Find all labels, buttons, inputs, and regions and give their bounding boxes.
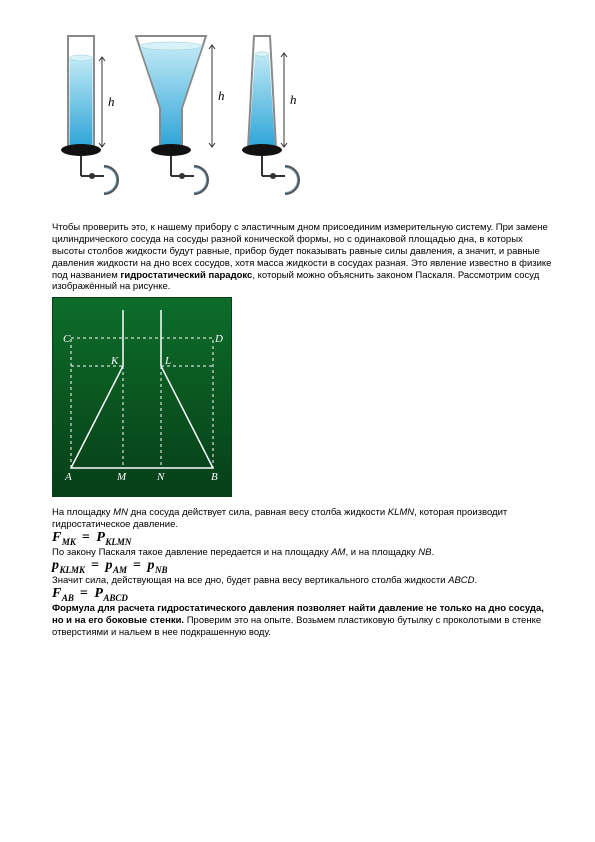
paragraph-1: Чтобы проверить это, к нашему прибору с … — [52, 222, 553, 293]
h-label-3: h — [290, 92, 297, 107]
p3-post: . — [431, 547, 434, 558]
h-label-1: h — [108, 94, 115, 109]
f1-lhs: F — [52, 530, 62, 545]
green-vessel-figure: C D K L A M N B — [52, 297, 232, 497]
p3-pre: По закону Паскаля такое давление передае… — [52, 547, 331, 558]
p4-i1: ABCD — [448, 575, 474, 586]
label-N: N — [156, 471, 165, 483]
f3-rsub: ABCD — [103, 593, 128, 603]
h-label-2: h — [218, 88, 225, 103]
formula-3: FAB = PABCD — [52, 587, 553, 603]
label-M: M — [116, 471, 127, 483]
f2-s1: KLMK — [60, 565, 86, 575]
p2-i1: MN — [113, 507, 128, 518]
three-vessels-figure: h h — [52, 28, 312, 208]
f2-s2: AM — [113, 565, 127, 575]
label-A: A — [64, 471, 72, 483]
p3-i2: NB — [418, 547, 431, 558]
f3-lhs: F — [52, 586, 62, 601]
p4-post: . — [475, 575, 478, 586]
f1-eq: = — [80, 530, 92, 545]
page: h h — [0, 0, 595, 842]
f3-lsub: AB — [62, 593, 74, 603]
label-B: B — [211, 471, 218, 483]
p3-i1: AM — [331, 547, 345, 558]
paragraph-5: Формула для расчета гидростатического да… — [52, 603, 553, 639]
green-vessel-svg: C D K L A M N B — [53, 298, 231, 496]
vessels-svg: h h — [52, 28, 312, 208]
f2-s3: NB — [155, 565, 168, 575]
label-D: D — [214, 333, 223, 345]
p4-pre: Значит сила, действующая на все дно, буд… — [52, 575, 448, 586]
f1-lsub: MK — [62, 537, 76, 547]
f2-eq1: = — [89, 558, 101, 573]
f2-eq2: = — [131, 558, 143, 573]
p3-mid: , и на площадку — [345, 547, 418, 558]
label-C: C — [63, 333, 71, 345]
f2-t1: p — [52, 558, 60, 573]
f2-t3: p — [148, 558, 156, 573]
p2-i2: KLMN — [388, 507, 414, 518]
formula-1: FMK = PKLMN — [52, 531, 553, 547]
f3-eq: = — [78, 586, 90, 601]
p2-mid1: дна сосуда действует сила, равная весу с… — [128, 507, 388, 518]
paragraph-2: На площадку MN дна сосуда действует сила… — [52, 507, 553, 531]
f1-rsub: KLMN — [105, 537, 131, 547]
f2-t2: p — [106, 558, 114, 573]
label-K: K — [110, 355, 119, 367]
paragraph-4: Значит сила, действующая на все дно, буд… — [52, 575, 553, 587]
label-L: L — [164, 355, 171, 367]
p2-pre: На площадку — [52, 507, 113, 518]
formula-2: pKLMK = pAM = pNB — [52, 559, 553, 575]
p1-bold: гидростатический парадокс — [120, 270, 252, 281]
